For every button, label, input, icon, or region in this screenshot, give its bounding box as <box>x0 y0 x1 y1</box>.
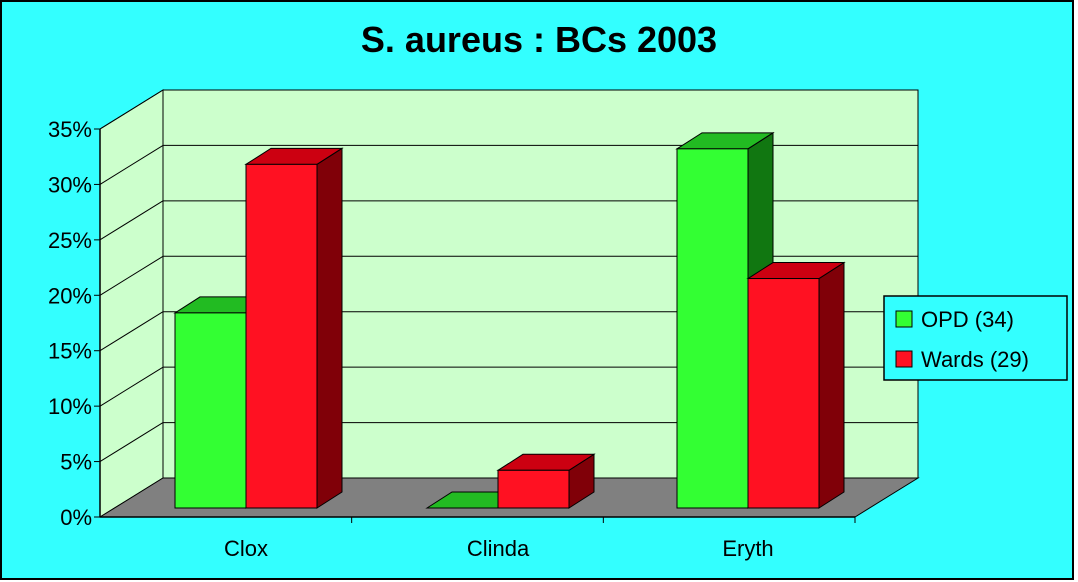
gridline-side <box>99 89 164 130</box>
bar-side <box>316 147 343 509</box>
bar-wards-clox <box>245 163 318 509</box>
legend-box <box>883 295 1068 381</box>
y-tick-label: 15% <box>48 339 92 364</box>
x-tick-label: Clinda <box>467 536 530 561</box>
y-tick-label: 5% <box>60 450 92 475</box>
gridline-side <box>99 311 164 352</box>
bar-side <box>818 261 845 509</box>
gridline-side <box>99 200 164 241</box>
gridline-side <box>99 422 164 462</box>
legend-swatch-opd <box>895 310 913 328</box>
bar-opd-eryth <box>676 148 749 509</box>
side-wall <box>99 89 164 518</box>
x-tick-label: Clox <box>224 536 268 561</box>
bar-opd-clox <box>174 312 247 509</box>
chart-title: S. aureus : BCs 2003 <box>361 19 717 60</box>
bar-wards-clinda <box>497 469 570 509</box>
y-tick-label: 20% <box>48 283 92 308</box>
y-tick-label: 35% <box>48 117 92 142</box>
gridline-side <box>99 255 164 296</box>
y-tick-label: 25% <box>48 228 92 253</box>
y-tick-label: 10% <box>48 394 92 419</box>
gridline-side <box>99 366 164 407</box>
legend-label-wards: Wards (29) <box>921 347 1029 372</box>
y-tick-label: 30% <box>48 172 92 197</box>
legend-label-opd: OPD (34) <box>921 307 1014 332</box>
legend: OPD (34) Wards (29) <box>883 295 1068 381</box>
x-tick-label: Eryth <box>722 536 773 561</box>
y-tick-label: 0% <box>60 505 92 530</box>
legend-swatch-wards <box>895 350 913 368</box>
bar-wards-eryth <box>747 278 820 509</box>
gridline-side <box>99 145 164 185</box>
